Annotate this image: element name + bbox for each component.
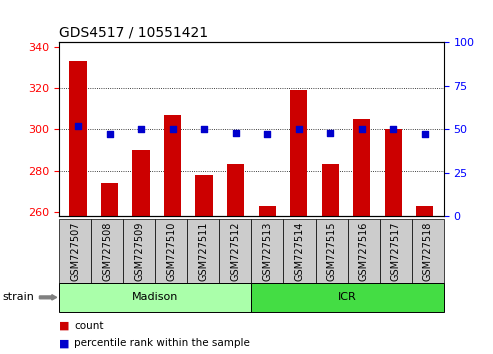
Text: percentile rank within the sample: percentile rank within the sample bbox=[74, 338, 250, 348]
Text: ■: ■ bbox=[59, 321, 70, 331]
Point bbox=[169, 126, 176, 132]
Text: GSM727509: GSM727509 bbox=[134, 222, 144, 281]
Text: GSM727518: GSM727518 bbox=[423, 222, 433, 281]
Point bbox=[326, 130, 334, 136]
Text: GSM727511: GSM727511 bbox=[198, 222, 209, 281]
Text: count: count bbox=[74, 321, 104, 331]
Point bbox=[358, 126, 366, 132]
Point bbox=[389, 126, 397, 132]
Bar bbox=[258, 206, 276, 216]
Text: GSM727517: GSM727517 bbox=[390, 222, 401, 281]
Point bbox=[421, 132, 429, 137]
Bar bbox=[133, 150, 150, 216]
Bar bbox=[290, 90, 307, 216]
Text: ICR: ICR bbox=[338, 292, 357, 302]
Bar bbox=[385, 129, 402, 216]
Point bbox=[263, 132, 271, 137]
Point bbox=[232, 130, 240, 136]
Bar bbox=[196, 175, 213, 216]
Bar bbox=[164, 115, 181, 216]
Text: Madison: Madison bbox=[132, 292, 178, 302]
Text: ■: ■ bbox=[59, 338, 70, 348]
Text: GDS4517 / 10551421: GDS4517 / 10551421 bbox=[59, 26, 208, 40]
Text: GSM727513: GSM727513 bbox=[262, 222, 273, 281]
Bar bbox=[101, 183, 118, 216]
Point bbox=[200, 126, 208, 132]
Text: strain: strain bbox=[2, 292, 35, 302]
Bar bbox=[70, 61, 87, 216]
Point bbox=[295, 126, 303, 132]
Point bbox=[137, 126, 145, 132]
Text: GSM727508: GSM727508 bbox=[102, 222, 112, 281]
Text: GSM727516: GSM727516 bbox=[358, 222, 369, 281]
Bar bbox=[416, 206, 433, 216]
Bar bbox=[353, 119, 370, 216]
Point bbox=[74, 123, 82, 129]
Bar bbox=[227, 164, 245, 216]
Text: GSM727514: GSM727514 bbox=[294, 222, 305, 281]
Point bbox=[106, 132, 113, 137]
Text: GSM727515: GSM727515 bbox=[326, 222, 337, 281]
Text: GSM727510: GSM727510 bbox=[166, 222, 176, 281]
Bar bbox=[321, 164, 339, 216]
Text: GSM727507: GSM727507 bbox=[70, 222, 80, 281]
Text: GSM727512: GSM727512 bbox=[230, 222, 241, 281]
